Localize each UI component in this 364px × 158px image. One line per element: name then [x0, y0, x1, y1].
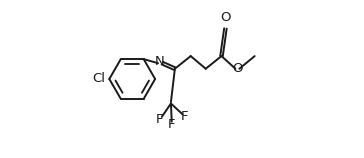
- Text: O: O: [232, 62, 242, 75]
- Text: O: O: [220, 12, 231, 24]
- Text: F: F: [168, 118, 175, 131]
- Text: F: F: [181, 110, 188, 123]
- Text: F: F: [156, 113, 164, 126]
- Text: N: N: [155, 55, 165, 68]
- Text: Cl: Cl: [92, 73, 105, 85]
